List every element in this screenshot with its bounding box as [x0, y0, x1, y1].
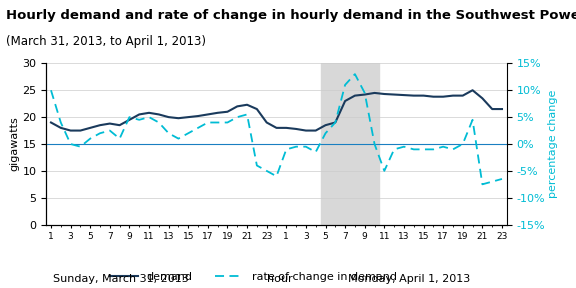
Bar [321, 63, 380, 225]
Y-axis label: percentage change: percentage change [548, 90, 558, 198]
Text: Hourly demand and rate of change in hourly demand in the Southwest Power Pool: Hourly demand and rate of change in hour… [6, 9, 576, 22]
Text: (March 31, 2013, to April 1, 2013): (March 31, 2013, to April 1, 2013) [6, 35, 206, 48]
Text: hour: hour [267, 274, 292, 284]
Text: Sunday, March 31, 2013: Sunday, March 31, 2013 [53, 274, 189, 284]
Legend: demand, rate of change in demand: demand, rate of change in demand [106, 268, 401, 287]
Y-axis label: gigawatts: gigawatts [9, 117, 20, 171]
Text: Monday, April 1, 2013: Monday, April 1, 2013 [348, 274, 470, 284]
